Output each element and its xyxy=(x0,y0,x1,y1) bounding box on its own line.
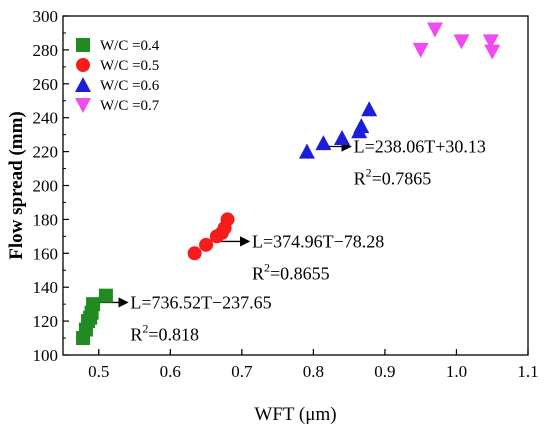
x-tick-label: 0.7 xyxy=(231,362,253,381)
r-squared-label-1: R2=0.8655 xyxy=(252,260,330,283)
regression-annotations: L=736.52T−237.65R2=0.818L=374.96T−78.28R… xyxy=(98,137,486,344)
y-tick-label: 180 xyxy=(33,210,59,229)
data-point-3-4 xyxy=(484,44,501,60)
x-tick-label: 1.0 xyxy=(446,362,467,381)
y-tick-label: 200 xyxy=(33,177,59,196)
data-point-1-0 xyxy=(187,246,202,261)
data-point-3-1 xyxy=(427,22,443,38)
data-point-3-0 xyxy=(412,42,429,58)
data-point-2-4 xyxy=(353,118,370,134)
r2-value: =0.818 xyxy=(148,324,199,344)
legend-label-2: W/C =0.6 xyxy=(100,78,160,94)
equation-label-0: L=736.52T−237.65 xyxy=(130,292,271,312)
r-squared-label-2: R2=0.7865 xyxy=(354,166,432,189)
r2-prefix: R xyxy=(130,324,142,344)
axis-ticks: 0.5 0.6 0.7 0.8 0.9 1.0 1.1 100 120 140 160 180 200 2… xyxy=(33,7,539,381)
data-point-1-5 xyxy=(220,212,235,227)
x-tick-label: 0.6 xyxy=(160,362,181,381)
legend-marker-1 xyxy=(76,58,90,72)
legend-marker-3 xyxy=(75,98,91,113)
y-tick-label: 240 xyxy=(33,109,59,128)
data-point-2-0 xyxy=(298,143,315,159)
y-tick-label: 280 xyxy=(33,41,59,60)
y-tick-label: 260 xyxy=(33,75,59,94)
legend-label-1: W/C =0.5 xyxy=(100,58,159,74)
x-tick-label: 0.8 xyxy=(303,362,324,381)
x-tick-label: 0.5 xyxy=(88,362,109,381)
y-axis-label: Flow spread (mm) xyxy=(6,111,27,259)
data-point-0-5 xyxy=(86,297,101,312)
y-tick-label: 300 xyxy=(33,7,59,26)
r2-prefix: R xyxy=(354,169,366,189)
y-tick-label: 160 xyxy=(33,244,59,263)
data-point-2-2 xyxy=(334,130,350,146)
x-axis-label: WFT (μm) xyxy=(254,404,336,425)
y-tick-label: 220 xyxy=(33,143,59,162)
legend-label-3: W/C =0.7 xyxy=(100,98,160,114)
x-tick-label: 1.1 xyxy=(517,362,538,381)
r2-value: =0.7865 xyxy=(372,169,432,189)
y-tick-label: 120 xyxy=(33,312,59,331)
data-point-3-3 xyxy=(482,34,499,50)
data-point-2-5 xyxy=(361,101,378,117)
legend-marker-0 xyxy=(76,38,90,52)
data-point-2-1 xyxy=(315,135,332,151)
legend-label-0: W/C =0.4 xyxy=(100,38,160,54)
legend-marker-2 xyxy=(75,77,91,92)
r2-exponent: 2 xyxy=(142,321,148,335)
data-point-1-1 xyxy=(199,237,214,252)
y-tick-label: 100 xyxy=(33,346,59,365)
data-point-0-6 xyxy=(98,288,113,303)
legend: W/C =0.4 W/C =0.5 W/C =0.6 W/C =0.7 xyxy=(75,38,160,114)
r-squared-label-0: R2=0.818 xyxy=(130,321,199,344)
r2-exponent: 2 xyxy=(366,166,372,180)
equation-label-2: L=238.06T+30.13 xyxy=(354,137,486,157)
r2-exponent: 2 xyxy=(264,260,270,274)
equation-label-1: L=374.96T−78.28 xyxy=(252,231,384,251)
r2-value: =0.8655 xyxy=(270,263,330,283)
x-tick-label: 0.9 xyxy=(374,362,395,381)
data-point-3-2 xyxy=(453,34,470,50)
data-points xyxy=(76,22,501,346)
r2-prefix: R xyxy=(252,263,264,283)
y-tick-label: 140 xyxy=(33,278,59,297)
